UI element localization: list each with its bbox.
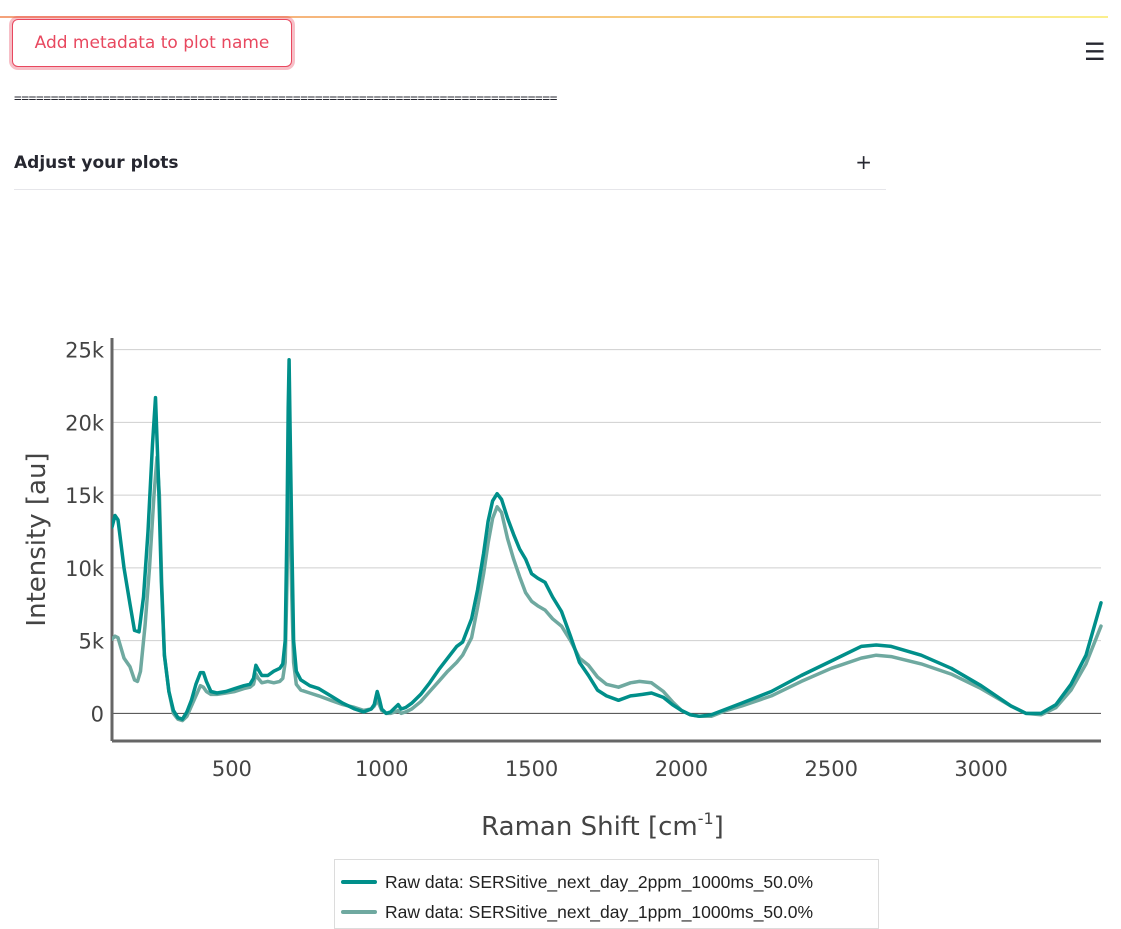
legend-swatch-1ppm <box>341 910 377 914</box>
y-tick-label-4: 20k <box>65 411 105 435</box>
x-tick-label-4: 2500 <box>805 757 858 781</box>
adjust-plots-expander[interactable]: Adjust your plots + <box>14 140 886 190</box>
series-line-1ppm <box>112 455 1103 723</box>
add-metadata-button[interactable]: Add metadata to plot name <box>12 19 292 67</box>
x-axis-title: Raman Shift [cm-1] <box>481 809 724 842</box>
y-tick-label-0: 0 <box>91 702 104 726</box>
text-divider: ========================================… <box>14 90 558 105</box>
legend-swatch-2ppm <box>341 880 377 884</box>
raman-spectrum-chart: 0 5k 10k 15k 20k 25k 500 1000 1500 2000 2500 3000 In… <box>22 338 1103 842</box>
hamburger-menu-icon[interactable]: ☰ <box>1084 38 1106 66</box>
legend-item-1ppm[interactable]: Raw data: SERSitive_next_day_1ppm_1000ms… <box>341 901 813 923</box>
series-line-2ppm <box>112 358 1103 721</box>
y-tick-label-2: 10k <box>65 557 105 581</box>
y-tick-label-5: 25k <box>65 339 105 363</box>
x-tick-label-1: 1000 <box>355 757 408 781</box>
y-tick-label-3: 15k <box>65 484 105 508</box>
x-tick-label-2: 1500 <box>505 757 558 781</box>
x-tick-label-5: 3000 <box>954 757 1007 781</box>
plus-icon[interactable]: + <box>855 150 872 174</box>
y-axis-title: Intensity [au] <box>22 452 52 626</box>
legend-label-1ppm: Raw data: SERSitive_next_day_1ppm_1000ms… <box>385 901 814 922</box>
y-tick-label-1: 5k <box>78 630 104 654</box>
expander-label: Adjust your plots <box>14 153 179 173</box>
x-tick-label-0: 500 <box>212 757 252 781</box>
chart-legend: Raw data: SERSitive_next_day_2ppm_1000ms… <box>334 859 879 929</box>
legend-label-2ppm: Raw data: SERSitive_next_day_2ppm_1000ms… <box>385 871 814 892</box>
legend-item-2ppm[interactable]: Raw data: SERSitive_next_day_2ppm_1000ms… <box>341 871 813 893</box>
x-tick-label-3: 2000 <box>655 757 708 781</box>
top-decoration-bar <box>0 16 1108 18</box>
